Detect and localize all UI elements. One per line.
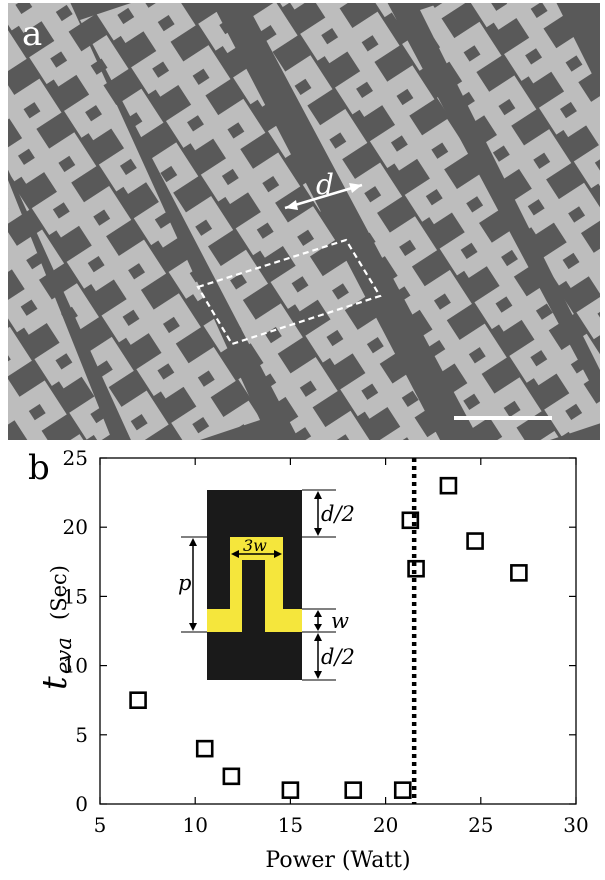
data-point bbox=[195, 739, 214, 758]
arrow-head bbox=[314, 491, 322, 499]
y-axis-label-main: t bbox=[35, 676, 75, 690]
data-point bbox=[510, 564, 528, 582]
data-point bbox=[439, 476, 458, 495]
meander-stripes bbox=[8, 3, 600, 440]
y-tick-label: 15 bbox=[63, 584, 88, 608]
label-3w: 3w bbox=[243, 536, 267, 555]
unit-cell-inset: d/2 w d/2 p 3w bbox=[178, 489, 355, 681]
arrow-head bbox=[189, 623, 197, 631]
arrow-head bbox=[274, 550, 282, 558]
meander-band bbox=[420, 3, 600, 370]
y-tick-label: 25 bbox=[63, 446, 88, 470]
spacing-arrow bbox=[284, 183, 363, 210]
y-tick-label: 0 bbox=[75, 792, 88, 816]
data-point bbox=[466, 532, 484, 550]
x-tick-label: 5 bbox=[94, 813, 107, 837]
data-points bbox=[129, 476, 528, 799]
arrow-head bbox=[314, 633, 322, 641]
arrow-head bbox=[314, 624, 322, 631]
meander-band bbox=[80, 3, 440, 440]
y-tick-label: 5 bbox=[75, 723, 88, 747]
arrow-head bbox=[189, 538, 197, 546]
meander-band bbox=[250, 3, 600, 440]
arrow-head bbox=[231, 550, 239, 558]
inset-background bbox=[207, 490, 302, 680]
plot-frame bbox=[99, 457, 577, 805]
x-tick-label: 30 bbox=[563, 813, 588, 837]
data-point bbox=[129, 691, 147, 710]
data-point bbox=[281, 781, 300, 799]
label-p: p bbox=[178, 571, 191, 595]
y-tick-label: 10 bbox=[63, 654, 88, 678]
panel-label-a: a bbox=[22, 14, 43, 54]
x-tick-label: 25 bbox=[468, 813, 493, 837]
meander-band bbox=[8, 180, 112, 440]
x-tick-label: 20 bbox=[373, 813, 398, 837]
arrow-head bbox=[314, 528, 322, 536]
y-tick-label: 20 bbox=[63, 515, 88, 539]
meander-band bbox=[8, 3, 260, 440]
data-point bbox=[407, 559, 425, 578]
data-point bbox=[222, 767, 241, 786]
y-axis-label-sub: eva bbox=[52, 637, 76, 674]
label-d-half-bottom: d/2 bbox=[321, 645, 355, 669]
spacing-label-d: d bbox=[316, 168, 334, 201]
y-axis-label-unit: (Sec) bbox=[47, 565, 71, 620]
label-w: w bbox=[331, 609, 349, 633]
panel-label-b: b bbox=[28, 448, 50, 488]
x-axis-label: Power (Watt) bbox=[265, 848, 410, 873]
x-tick-label: 10 bbox=[182, 813, 207, 837]
label-d-half-top: d/2 bbox=[321, 502, 355, 526]
data-point bbox=[344, 781, 363, 799]
inset-meander bbox=[207, 537, 302, 632]
arrow-head bbox=[314, 610, 322, 617]
arrow-head-right bbox=[349, 183, 362, 193]
arrow-head bbox=[314, 671, 322, 679]
unit-cell-box bbox=[196, 238, 382, 346]
x-tick-label: 15 bbox=[278, 813, 303, 837]
arrow-head-left bbox=[285, 200, 298, 210]
data-point bbox=[401, 511, 420, 530]
axis-ticks bbox=[99, 457, 577, 805]
y-axis-label: t eva (Sec) bbox=[35, 565, 76, 690]
data-point bbox=[393, 781, 412, 799]
